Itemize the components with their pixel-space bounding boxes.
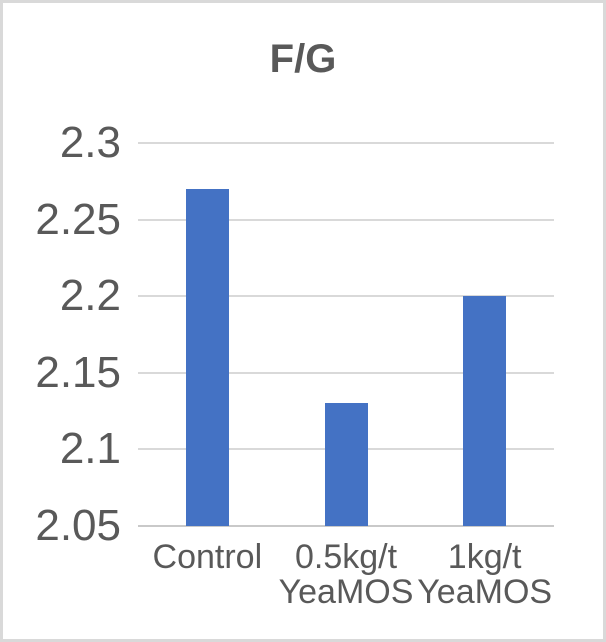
y-axis-tick-label: 2.3 — [59, 118, 121, 167]
gridline — [138, 371, 554, 374]
bar-control — [185, 188, 229, 526]
chart-title: F/G — [269, 37, 337, 81]
gridline — [138, 295, 554, 298]
gridline — [138, 525, 554, 527]
gridline — [138, 218, 554, 221]
y-axis-tick-label: 2.2 — [59, 271, 121, 321]
x-axis-category-label: 1kg/t YeaMOS — [417, 538, 553, 611]
y-axis-tick-label: 2.15 — [35, 347, 121, 397]
y-axis-tick-label: 2.05 — [35, 501, 121, 550]
plot-area — [138, 142, 554, 527]
gridline — [138, 142, 554, 144]
y-axis-tick-label: 2.1 — [59, 424, 121, 474]
y-axis-tick-label: 2.25 — [35, 194, 121, 244]
bar-1kg-t-yeamos — [463, 296, 507, 526]
bar-0-5kg-t-yeamos — [324, 403, 368, 526]
x-axis-category-label: Control — [152, 538, 263, 576]
x-axis-category-label: 0.5kg/t YeaMOS — [278, 538, 414, 611]
